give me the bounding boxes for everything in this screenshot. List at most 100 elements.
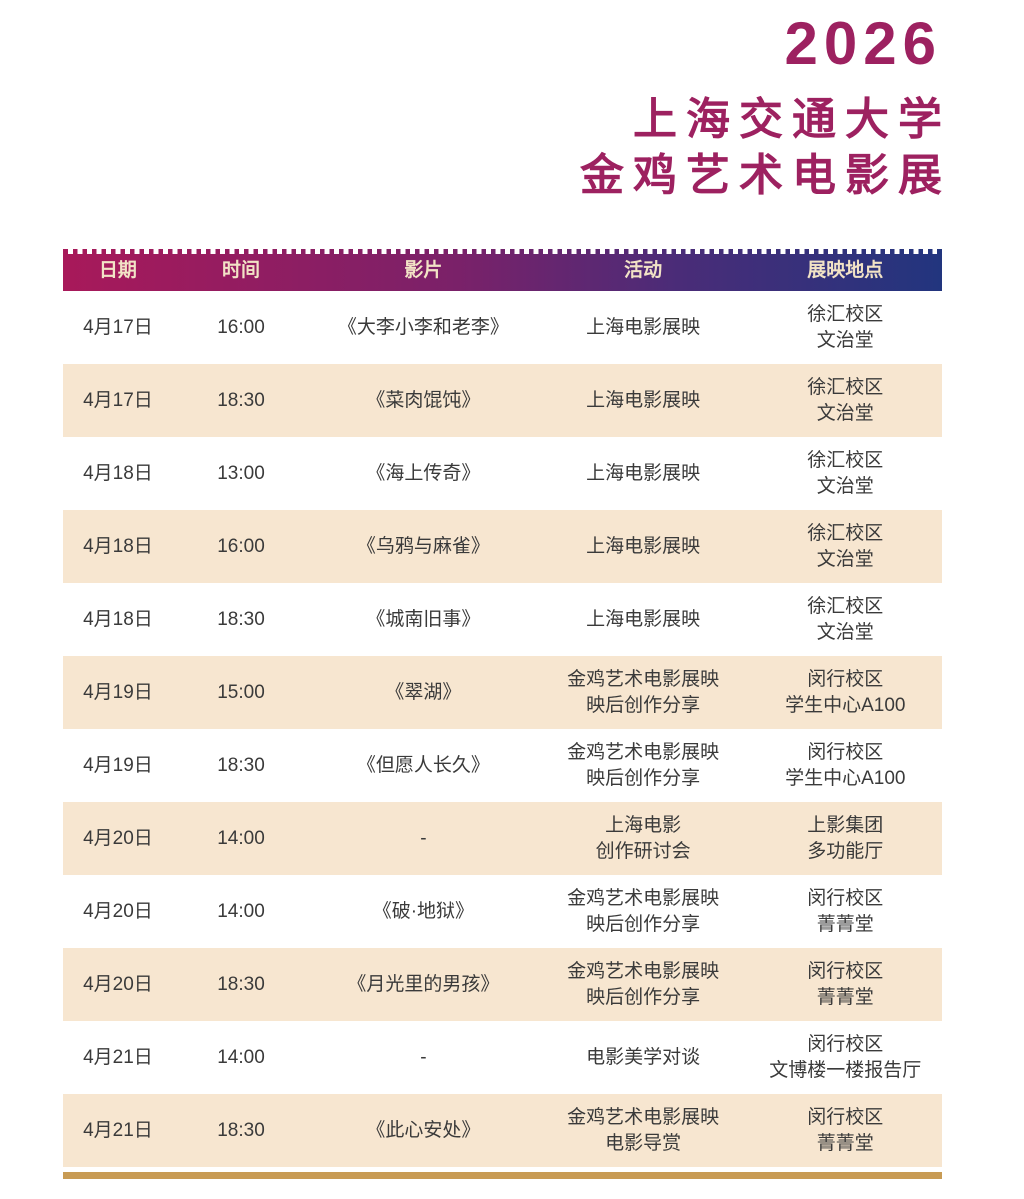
cell-time: 15:00 [217, 681, 265, 703]
cell-activity: 上海电影展映 [538, 461, 749, 487]
cell-film: 《但愿人长久》 [356, 754, 490, 776]
cell-line: 映后创作分享 [586, 694, 701, 716]
table-row: 4月18日 16:00 《乌鸦与麻雀》 上海电影展映 徐汇校区 文治堂 [63, 510, 942, 583]
cell-line: 闵行校区 [807, 887, 884, 909]
cell-line: 金鸡艺术电影展映 [567, 1106, 720, 1128]
cell-time: 18:30 [217, 389, 265, 411]
cell-activity: 金鸡艺术电影展映 电影导赏 [538, 1105, 749, 1156]
table-row: 4月18日 13:00 《海上传奇》 上海电影展映 徐汇校区文治堂 [63, 437, 942, 510]
column-header-date: 日期 [98, 259, 137, 281]
cell-date: 4月18日 [83, 608, 153, 630]
cell-line: 文治堂 [816, 329, 874, 351]
cell-venue: 徐汇校区 文治堂 [749, 448, 942, 499]
cell-line: 菁菁堂 [816, 913, 874, 935]
cell-date: 4月20日 [83, 827, 153, 849]
cell-line: 菁菁堂 [816, 986, 874, 1008]
cell-activity: 电影美学对谈 [538, 1045, 749, 1071]
table-row: 4月19日 15:00 《翠湖》 金鸡艺术电影展映 映后创作分享 闵行校区 学生中心A100 [63, 656, 942, 729]
table-row: 4月20日 14:00- 上海电影 创作研讨会 上影集团 多功能厅 [63, 802, 942, 875]
cell-activity: 金鸡艺术电影展映 映后创作分享 [538, 959, 749, 1010]
cell-line: 上海电影展映 [586, 316, 701, 338]
cell-line: 学生中心A100 [785, 694, 906, 716]
table-row: 4月21日 14:00 - 电影美学对谈 闵行校区 文博楼一楼报告厅 [63, 1021, 942, 1094]
cell-film: 《海上传奇》 [366, 462, 481, 484]
cell-film: - [420, 1046, 427, 1068]
cell-line: 徐汇校区 [807, 449, 884, 471]
cell-time: 18:30 [217, 1119, 265, 1141]
cell-date: 4月20日 [83, 973, 153, 995]
cell-line: 映后创作分享 [586, 767, 701, 789]
cell-line: 上海电影展映 [586, 608, 701, 630]
cell-line: 映后创作分享 [586, 986, 701, 1008]
cell-line: 金鸡艺术电影展映 [567, 668, 720, 690]
cell-line: 上海电影展映 [586, 462, 701, 484]
festival-name: 金鸡艺术电影展 [580, 151, 951, 201]
cell-line: 电影导赏 [605, 1132, 682, 1154]
cell-line: 文博楼一楼报告厅 [769, 1059, 922, 1081]
cell-activity: 金鸡艺术电影展映 映后创作分享 [538, 886, 749, 937]
festival-university: 上海交通大学 [633, 95, 951, 144]
table-row: 4月20日 18:30 《月光里的男孩》 金鸡艺术电影展映 映后创作分享 闵行校区 菁菁堂 [63, 948, 942, 1021]
cell-line: 学生中心A100 [785, 767, 906, 789]
cell-time: 13:00 [217, 462, 265, 484]
cell-date: 4月17日 [83, 389, 153, 411]
column-header-time: 时间 [221, 259, 260, 281]
cell-activity: 金鸡艺术电影展映 映后创作分享 [538, 667, 749, 718]
cell-time: 16:00 [217, 316, 265, 338]
table-row: 4月17日 18:30 《菜肉馄饨》 上海电影展映 徐汇校区 文治堂 [63, 364, 942, 437]
column-header-venue: 展映地点 [807, 259, 884, 281]
cell-venue: 闵行校区 菁菁堂 [749, 1105, 942, 1156]
filmstrip-dots [68, 249, 937, 254]
cell-line: 上影集团 [807, 814, 884, 836]
cell-time: 18:30 [217, 973, 265, 995]
cell-activity: 上海电影 创作研讨会 [538, 813, 749, 864]
cell-venue: 闵行校区学生中心A100 [749, 740, 942, 791]
cell-date: 4月19日 [83, 754, 153, 776]
cell-line: 文治堂 [816, 621, 874, 643]
title-block: 2026 上海交通大学 金鸡艺术电影展 [580, 14, 942, 205]
cell-line: 映后创作分享 [586, 913, 701, 935]
table-row: 4月19日 18:30 《但愿人长久》 金鸡艺术电影展映 映后创作分享 闵行校区学生中心A… [63, 729, 942, 802]
cell-film: 《菜肉馄饨》 [366, 389, 481, 411]
cell-line: 上海电影 [605, 814, 682, 836]
cell-date: 4月21日 [83, 1046, 153, 1068]
cell-time: 14:00 [217, 827, 265, 849]
cell-line: 菁菁堂 [816, 1132, 874, 1154]
cell-line: 徐汇校区 [807, 522, 884, 544]
cell-venue: 闵行校区 文博楼一楼报告厅 [749, 1032, 942, 1083]
column-header-film: 影片 [404, 259, 443, 281]
cell-date: 4月20日 [83, 900, 153, 922]
cell-activity: 上海电影展映 [538, 388, 749, 414]
cell-date: 4月18日 [83, 535, 153, 557]
cell-line: 文治堂 [816, 402, 874, 424]
cell-film: 《破·地狱》 [372, 900, 475, 922]
cell-time: 18:30 [217, 608, 265, 630]
cell-venue: 徐汇校区 文治堂 [749, 521, 942, 572]
cell-time: 16:00 [217, 535, 265, 557]
cell-line: 徐汇校区 [807, 595, 884, 617]
cell-line: 文治堂 [816, 475, 874, 497]
cell-film: 《乌鸦与麻雀》 [356, 535, 490, 557]
cell-line: 金鸡艺术电影展映 [567, 741, 720, 763]
cell-venue: 闵行校区学生中心A100 [749, 667, 942, 718]
cell-activity: 上海电影展映 [538, 315, 749, 341]
cell-time: 18:30 [217, 754, 265, 776]
cell-venue: 闵行校区 菁菁堂 [749, 959, 942, 1010]
cell-line: 闵行校区 [807, 960, 884, 982]
cell-venue: 闵行校区 菁菁堂 [749, 886, 942, 937]
cell-line: 闵行校区 [807, 741, 884, 763]
cell-film: 《翠湖》 [385, 681, 462, 703]
table-row: 4月18日 18:30 《城南旧事》 上海电影展映 徐汇校区 文治堂 [63, 583, 942, 656]
cell-line: 文治堂 [816, 548, 874, 570]
festival-year: 2026 [784, 10, 942, 77]
cell-line: 闵行校区 [807, 668, 884, 690]
table-header-row: 日期 时间 影片 活动 展映地点 [63, 254, 942, 287]
table-row: 4月17日 16:00 《大李小李和老李》 上海电影展映 徐汇校区 文治堂 [63, 291, 942, 364]
cell-line: 金鸡艺术电影展映 [567, 887, 720, 909]
cell-line: 金鸡艺术电影展映 [567, 960, 720, 982]
table-row: 4月20日 14:00 《破·地狱》 金鸡艺术电影展映 映后创作分享 闵行校区 菁菁堂 [63, 875, 942, 948]
cell-film: 《月光里的男孩》 [347, 973, 500, 995]
cell-venue: 徐汇校区 文治堂 [749, 375, 942, 426]
cell-date: 4月18日 [83, 462, 153, 484]
table-body: 4月17日 16:00 《大李小李和老李》 上海电影展映 徐汇校区 文治堂 4月17日 18:… [63, 291, 942, 1167]
